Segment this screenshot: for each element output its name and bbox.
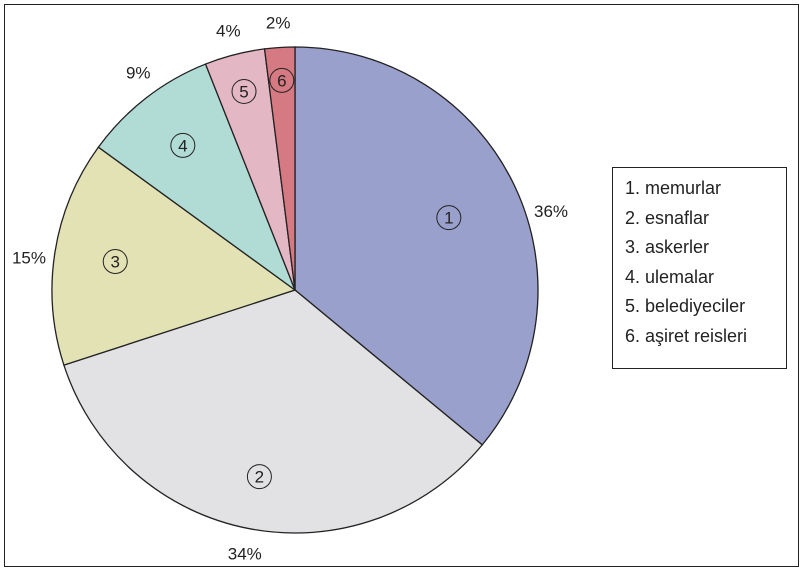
slice-number-6: 6 xyxy=(277,71,286,90)
slice-number-circle-6 xyxy=(269,67,295,93)
slice-percent-label-4: 9% xyxy=(126,64,151,83)
slice-number-circle-4 xyxy=(170,132,196,158)
legend-item-1: 1. memurlar xyxy=(625,178,722,198)
slice-percent-label-5: 4% xyxy=(216,21,241,40)
legend-item-4: 4. ulemalar xyxy=(625,266,715,287)
legend-item-3: 3. askerler xyxy=(625,237,710,257)
pie-slice-3 xyxy=(51,146,297,366)
slice-number-1: 1 xyxy=(444,209,453,228)
legend-item-5: 5. belediyeciler xyxy=(625,296,746,316)
pie-slice-4 xyxy=(97,63,297,292)
slice-number-5: 5 xyxy=(239,82,248,101)
slice-number-4: 4 xyxy=(178,136,187,155)
slice-percent-label-2: 34% xyxy=(228,544,262,563)
slice-number-circle-5 xyxy=(231,78,257,104)
slice-percent-label-1: 36% xyxy=(534,202,568,221)
legend: 1. memurlar 2. esnaflar 3. askerler 4. u… xyxy=(612,167,787,369)
slice-number-circle-1 xyxy=(436,205,462,231)
legend-item-2: 2. esnaflar xyxy=(625,207,710,228)
pie-slice-1 xyxy=(294,46,539,446)
slice-percent-label-6: 2% xyxy=(266,14,291,33)
slice-number-3: 3 xyxy=(111,253,120,272)
legend-item-6: 6. aşiret reisleri xyxy=(625,325,748,346)
pie-slice-2 xyxy=(63,289,484,534)
slice-number-circle-2 xyxy=(246,464,272,490)
slice-percent-label-3: 15% xyxy=(12,248,46,267)
slice-number-circle-3 xyxy=(102,249,128,275)
slice-number-2: 2 xyxy=(255,468,264,487)
pie-slice-6 xyxy=(263,46,296,291)
